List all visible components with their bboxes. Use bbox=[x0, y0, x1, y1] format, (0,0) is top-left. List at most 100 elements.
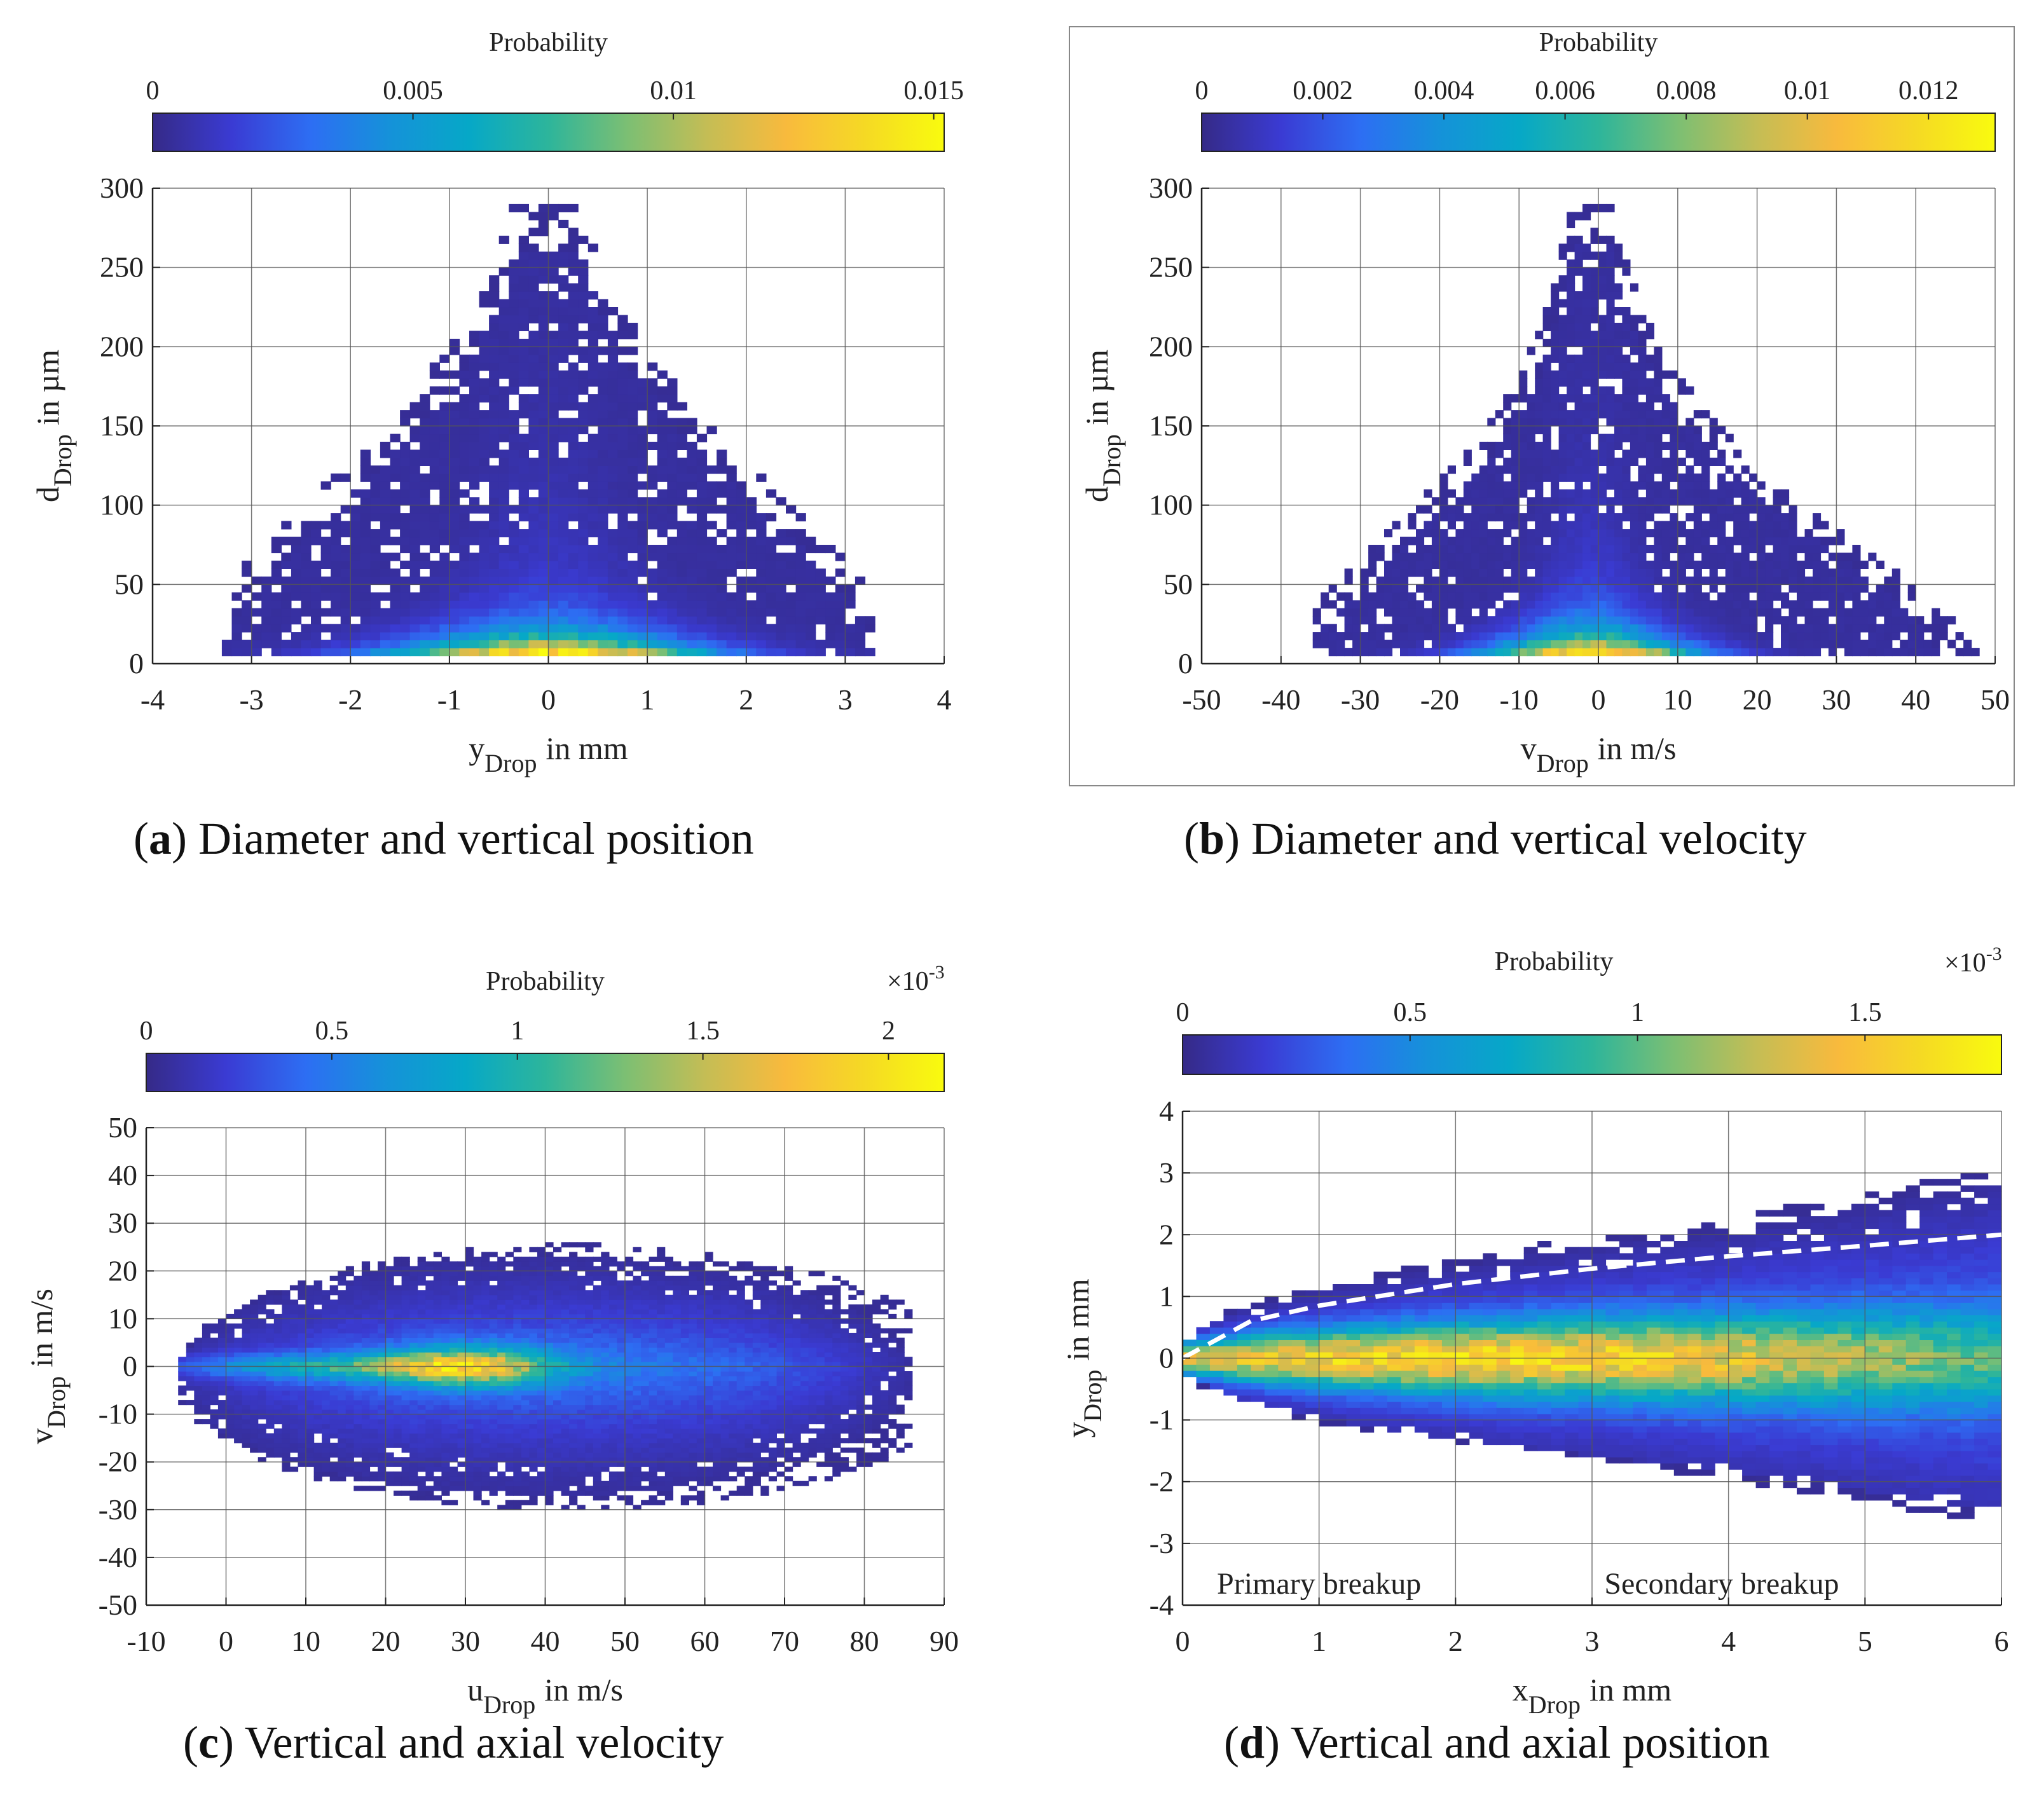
heatmap-cell bbox=[479, 505, 490, 514]
heatmap-cell bbox=[409, 434, 420, 442]
heatmap-cell bbox=[578, 291, 589, 300]
y-tick-label: 150 bbox=[1149, 409, 1193, 442]
heatmap-cell bbox=[687, 632, 697, 641]
heatmap-cell bbox=[331, 552, 341, 561]
heatmap-cell bbox=[607, 331, 619, 339]
heatmap-cell bbox=[441, 1309, 450, 1315]
heatmap-cell bbox=[628, 402, 638, 411]
heatmap-cell bbox=[329, 1338, 338, 1343]
heatmap-cell bbox=[234, 1342, 243, 1348]
heatmap-cell bbox=[306, 1433, 315, 1439]
heatmap-cell bbox=[1670, 624, 1678, 633]
heatmap-cell bbox=[518, 291, 529, 300]
heatmap-cell bbox=[1749, 584, 1758, 593]
heatmap-cell bbox=[676, 648, 687, 657]
heatmap-cell bbox=[1741, 576, 1750, 585]
heatmap-cell bbox=[1416, 640, 1425, 648]
heatmap-cell bbox=[756, 576, 767, 585]
heatmap-cell bbox=[1891, 632, 1900, 641]
heatmap-cell bbox=[1567, 568, 1575, 577]
heatmap-cell bbox=[676, 441, 687, 450]
heatmap-cell bbox=[1495, 537, 1504, 545]
heatmap-cell bbox=[282, 1409, 291, 1415]
heatmap-cell bbox=[1455, 576, 1464, 585]
heatmap-cell bbox=[1582, 418, 1591, 427]
heatmap-cell bbox=[1852, 568, 1861, 577]
heatmap-cell bbox=[1693, 545, 1702, 554]
heatmap-cell bbox=[1685, 616, 1694, 625]
heatmap-cell bbox=[329, 1461, 338, 1467]
heatmap-cell bbox=[1781, 632, 1790, 641]
heatmap-cell bbox=[776, 640, 786, 648]
heatmap-cell bbox=[390, 489, 401, 498]
heatmap-cell bbox=[1455, 600, 1464, 609]
heatmap-cell bbox=[1590, 521, 1599, 530]
heatmap-cell bbox=[1511, 465, 1520, 474]
heatmap-cell bbox=[1606, 473, 1615, 482]
heatmap-cell bbox=[210, 1395, 219, 1400]
heatmap-cell bbox=[449, 513, 460, 522]
heatmap-cell bbox=[657, 394, 668, 403]
heatmap-cell bbox=[1495, 616, 1504, 625]
heatmap-cell bbox=[1542, 362, 1551, 371]
heatmap-cell bbox=[489, 465, 500, 474]
heatmap-cell bbox=[1741, 465, 1750, 474]
heatmap-cell bbox=[1582, 338, 1591, 347]
heatmap-cell bbox=[417, 1447, 426, 1453]
heatmap-cell bbox=[329, 1309, 338, 1315]
heatmap-cell bbox=[1606, 275, 1615, 284]
heatmap-cell bbox=[409, 1357, 418, 1362]
heatmap-cell bbox=[1733, 608, 1742, 617]
heatmap-cell bbox=[637, 600, 648, 609]
heatmap-cell bbox=[1820, 568, 1829, 577]
heatmap-cell bbox=[1392, 632, 1401, 641]
heatmap-cell bbox=[400, 441, 411, 450]
heatmap-cell bbox=[350, 624, 361, 633]
heatmap-cell bbox=[1582, 362, 1591, 371]
heatmap-cell bbox=[568, 434, 579, 442]
heatmap-cell bbox=[657, 521, 668, 530]
heatmap-cell bbox=[696, 576, 708, 585]
heatmap-cell bbox=[1567, 354, 1575, 363]
heatmap-cell bbox=[1788, 600, 1797, 609]
heatmap-cell bbox=[217, 1342, 227, 1348]
heatmap-cell bbox=[509, 608, 519, 617]
heatmap-cell bbox=[558, 434, 569, 442]
heatmap-cell bbox=[1725, 465, 1734, 474]
heatmap-cell bbox=[1455, 560, 1464, 569]
heatmap-cell bbox=[1709, 521, 1718, 530]
heatmap-cell bbox=[1781, 552, 1790, 561]
heatmap-cell bbox=[340, 616, 351, 625]
heatmap-cell bbox=[538, 402, 549, 411]
heatmap-cell bbox=[273, 1362, 282, 1367]
heatmap-cell bbox=[409, 1347, 418, 1353]
heatmap-cell bbox=[479, 592, 490, 601]
heatmap-cell bbox=[1622, 331, 1631, 339]
heatmap-cell bbox=[1622, 529, 1631, 538]
heatmap-cell bbox=[776, 616, 786, 625]
heatmap-cell bbox=[1852, 648, 1861, 657]
heatmap-cell bbox=[1424, 616, 1432, 625]
heatmap-cell bbox=[1622, 545, 1631, 554]
heatmap-cell bbox=[394, 1438, 402, 1444]
heatmap-cell bbox=[1590, 386, 1599, 395]
heatmap-cell bbox=[1820, 616, 1829, 625]
heatmap-cell bbox=[409, 1309, 418, 1315]
heatmap-cell bbox=[459, 648, 470, 657]
heatmap-cell bbox=[528, 441, 539, 450]
heatmap-cell bbox=[449, 1481, 458, 1486]
colorbar-bar bbox=[152, 113, 945, 152]
heatmap-cell bbox=[469, 386, 480, 395]
heatmap-cell bbox=[425, 1299, 434, 1305]
heatmap-cell bbox=[578, 505, 589, 514]
heatmap-cell bbox=[509, 331, 519, 339]
heatmap-cell bbox=[1813, 640, 1822, 648]
heatmap-cell bbox=[1321, 632, 1329, 641]
heatmap-cell bbox=[489, 418, 500, 427]
heatmap-cell bbox=[587, 632, 598, 641]
heatmap-cell bbox=[345, 1294, 354, 1300]
heatmap-cell bbox=[250, 1313, 259, 1319]
heatmap-cell bbox=[726, 600, 737, 609]
heatmap-cell bbox=[736, 600, 747, 609]
heatmap-cell bbox=[282, 1304, 291, 1310]
